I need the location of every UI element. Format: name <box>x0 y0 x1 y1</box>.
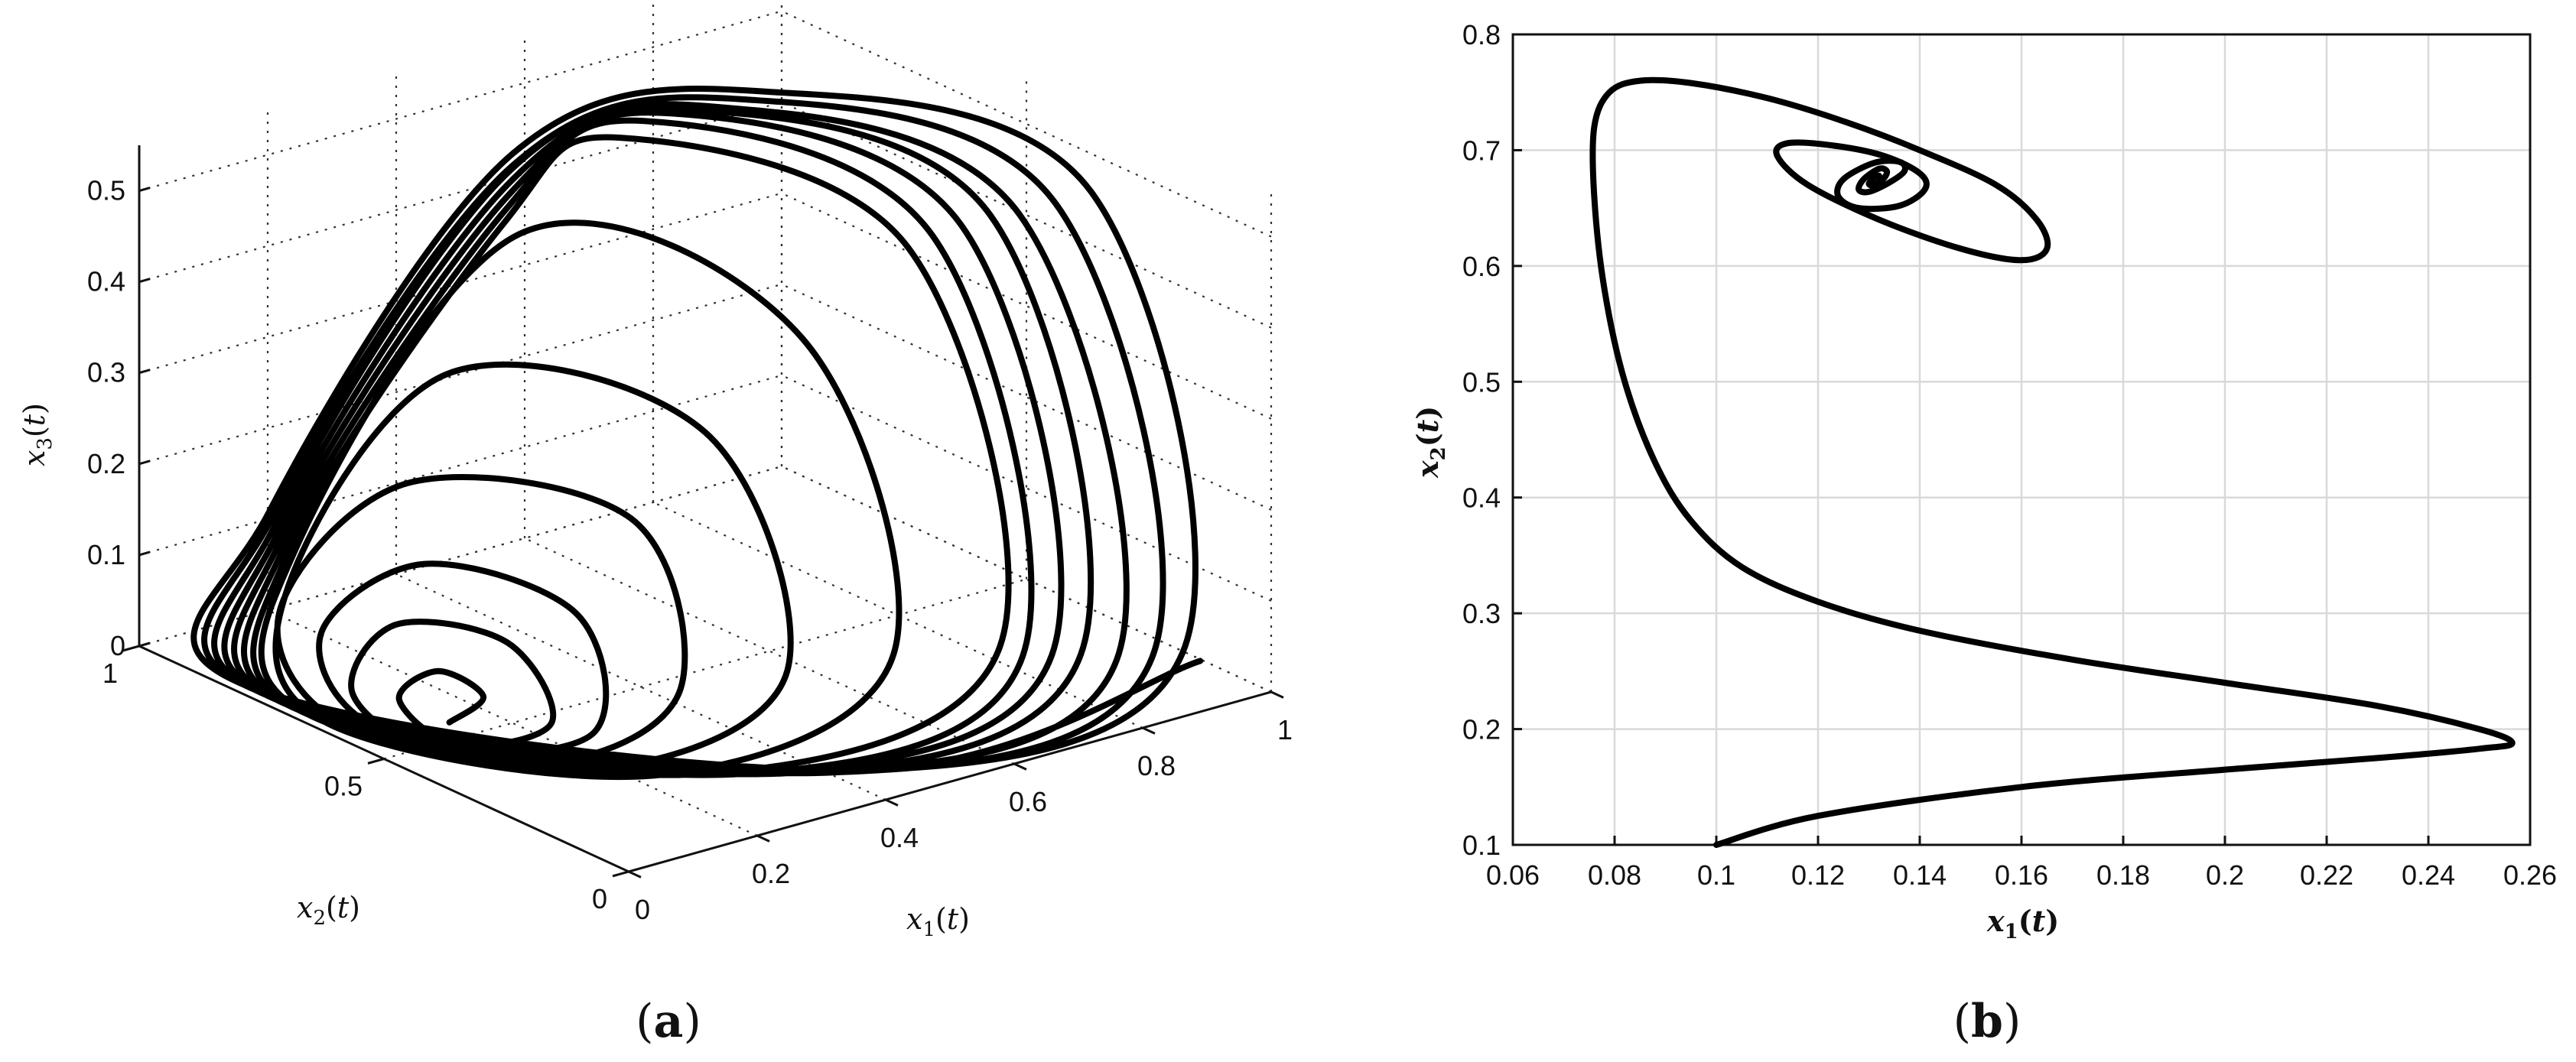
plot-frame-b <box>1511 33 2532 846</box>
panel-label-a-open: ( <box>636 995 653 1048</box>
x-axis-label-a-sub: 1 <box>922 918 935 941</box>
grid-wally-h-2 <box>138 283 782 465</box>
x3-tick-mark-1 <box>138 550 151 557</box>
y-tick-label-b-7: 0.8 <box>1462 19 1501 50</box>
x3-tick-label-2: 0.2 <box>87 448 125 479</box>
grid-wally-h-3 <box>138 192 782 374</box>
x-tick-label-b-5: 0.16 <box>1995 859 2048 891</box>
x3-tick-mark-4 <box>138 278 151 284</box>
x1-tick-label-4: 0.8 <box>1137 750 1176 781</box>
x-tick-label-b-9: 0.24 <box>2402 859 2455 891</box>
x2-tick-mark-2 <box>122 645 140 652</box>
x2-tick-mark-1 <box>367 758 385 765</box>
y-tick-label-b-5: 0.6 <box>1462 251 1501 282</box>
x3-tick-label-0: 0 <box>110 630 125 661</box>
x2-tick-label-1: 0.5 <box>324 771 363 802</box>
panel-label-b-open: ( <box>1953 995 1971 1048</box>
x3-tick-mark-5 <box>138 187 151 192</box>
grid-wally-h-1 <box>138 374 782 556</box>
x2-tick-label-0: 0 <box>592 883 607 914</box>
panel-label-b-letter: b <box>1971 995 2003 1048</box>
x1-tick-mark-1 <box>756 834 770 843</box>
x-axis-label-b: x1(t) <box>1986 904 2059 943</box>
x-tick-label-b-2: 0.1 <box>1697 859 1735 891</box>
x3-tick-label-3: 0.3 <box>87 357 125 388</box>
chart-2d-phase-portrait: 0.06 0.08 0.1 0.12 0.14 0.16 0.18 0.2 0.22 0.24 0.… <box>1410 19 2557 1048</box>
panel-label-b-close: ) <box>2003 995 2021 1048</box>
panel-label-a-letter: a <box>654 995 684 1048</box>
x3-tick-mark-2 <box>138 460 151 466</box>
panel-label-a-close: ) <box>683 995 701 1048</box>
x3-tick-mark-3 <box>138 369 151 375</box>
grid-wally-h-5 <box>138 10 782 192</box>
grid-wally-h-0 <box>138 465 782 648</box>
x1-tick-label-3: 0.6 <box>1009 786 1047 817</box>
trajectory-3d-line <box>190 86 1204 781</box>
x-tick-label-b-3: 0.12 <box>1791 859 1845 891</box>
x2-tick-label-2: 1 <box>102 658 118 689</box>
x1-tick-label-5: 1 <box>1277 714 1293 745</box>
x-tick-label-b-4: 0.14 <box>1893 859 1947 891</box>
y-tick-label-b-4: 0.5 <box>1462 366 1501 398</box>
x1-tick-label-1: 0.2 <box>752 858 790 889</box>
grid-floor-y-1 <box>383 578 1027 760</box>
x1-tick-label-0: 0 <box>635 894 650 925</box>
y-tick-label-b-2: 0.3 <box>1462 598 1501 629</box>
x3-tick-label-1: 0.1 <box>87 539 125 570</box>
x-tick-label-b-7: 0.2 <box>2206 859 2244 891</box>
x2-tick-mark-0 <box>612 870 629 878</box>
x1-tick-mark-5 <box>1270 690 1284 699</box>
panel-label-b: (b) <box>1953 995 2021 1048</box>
x-axis-label-a: x1(t) <box>906 902 970 941</box>
z-axis-label-a: x3(t) <box>18 403 57 466</box>
y-axis-label-a: x2(t) <box>297 891 360 930</box>
x-tick-label-b-6: 0.18 <box>2096 859 2150 891</box>
panel-label-a: (a) <box>636 995 701 1048</box>
y-axis-label-b: x2(t) <box>1410 406 1450 479</box>
axes-3d <box>122 145 1284 879</box>
x-tick-label-b-1: 0.08 <box>1588 859 1641 891</box>
x1-tick-label-2: 0.4 <box>880 822 919 853</box>
y-tick-label-b-3: 0.4 <box>1462 482 1501 514</box>
y-tick-label-b-0: 0.1 <box>1462 830 1501 861</box>
y-tick-label-b-6: 0.7 <box>1462 135 1501 166</box>
tick-labels-2d: 0.06 0.08 0.1 0.12 0.14 0.16 0.18 0.2 0.22 0.24 0.… <box>1462 19 2557 891</box>
grid-wally-h-4 <box>138 101 782 283</box>
trajectory-2d-line <box>1589 76 2516 848</box>
x-tick-label-b-8: 0.22 <box>2300 859 2353 891</box>
x3-tick-mark-0 <box>138 641 151 648</box>
x3-tick-label-5: 0.5 <box>87 175 125 206</box>
x1-tick-mark-2 <box>885 798 899 807</box>
x3-tick-label-4: 0.4 <box>87 266 125 297</box>
x1-tick-mark-4 <box>1142 726 1156 735</box>
trajectory-3d <box>190 86 1204 781</box>
trajectory-2d <box>1589 76 2516 848</box>
x-tick-label-b-0: 0.06 <box>1486 859 1540 891</box>
y-tick-label-b-1: 0.2 <box>1462 714 1501 745</box>
x1-tick-mark-3 <box>1013 762 1027 771</box>
x1-axis-line <box>628 690 1272 873</box>
x1-tick-mark-0 <box>628 870 642 879</box>
x-tick-label-b-10: 0.26 <box>2503 859 2557 891</box>
